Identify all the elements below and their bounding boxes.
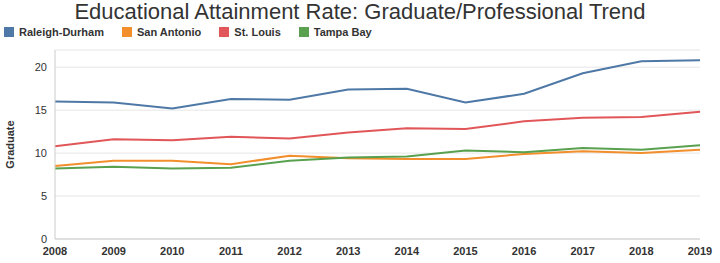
svg-text:2018: 2018 [629,245,653,257]
svg-text:2012: 2012 [277,245,301,257]
svg-text:2016: 2016 [512,245,536,257]
html-text:Raleigh-Durham: Raleigh-Durham [19,26,104,38]
svg-text:5: 5 [41,190,47,202]
html-text:San Antonio: San Antonio [137,26,202,38]
svg-text:2014: 2014 [395,245,420,257]
html-text:Educational Attainment Rate: G: Educational Attainment Rate: Graduate/Pr… [74,0,646,24]
svg-text:2017: 2017 [570,245,594,257]
svg-text:2013: 2013 [336,245,360,257]
svg-text:2011: 2011 [219,245,243,257]
svg-text:0: 0 [41,233,47,245]
svg-text:15: 15 [35,104,47,116]
svg-text:2015: 2015 [453,245,477,257]
svg-text:10: 10 [35,147,47,159]
svg-text:2010: 2010 [160,245,184,257]
html-text:St. Louis: St. Louis [234,26,281,38]
svg-text:2009: 2009 [101,245,125,257]
svg-text:20: 20 [35,61,47,73]
svg-text:2008: 2008 [43,245,67,257]
svg-text:2019: 2019 [688,245,712,257]
html-text:Tampa Bay: Tampa Bay [313,26,372,38]
svg-text:Graduate: Graduate [8,120,16,168]
